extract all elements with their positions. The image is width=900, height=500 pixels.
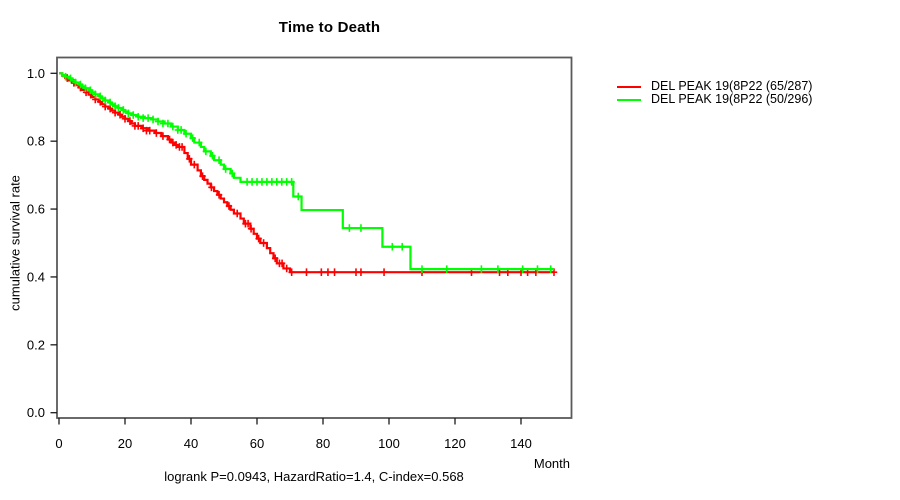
series-0 bbox=[59, 72, 558, 276]
x-axis: 0 20 40 60 80 100 120 140 bbox=[55, 418, 532, 451]
svg-text:40: 40 bbox=[184, 436, 198, 451]
legend-item-red: DEL PEAK 19(8P22 (65/287) bbox=[617, 80, 812, 93]
green-line-swatch bbox=[617, 98, 641, 101]
x-axis-label: Month bbox=[533, 456, 570, 471]
page-title: Time to Death bbox=[278, 19, 381, 36]
svg-text:0.4: 0.4 bbox=[27, 269, 45, 284]
stats-annotation: logrank P=0.0943, HazardRatio=1.4, C-ind… bbox=[164, 469, 464, 484]
plot-box bbox=[56, 56, 573, 419]
svg-text:0.2: 0.2 bbox=[27, 337, 45, 352]
svg-text:0: 0 bbox=[55, 436, 62, 451]
svg-text:0.8: 0.8 bbox=[27, 134, 45, 149]
series-1 bbox=[59, 72, 554, 273]
svg-text:0.6: 0.6 bbox=[27, 202, 45, 217]
survival-curve-1 bbox=[59, 72, 554, 271]
svg-text:140: 140 bbox=[510, 436, 532, 451]
y-axis-label: cumulative survival rate bbox=[7, 175, 23, 311]
svg-text:20: 20 bbox=[118, 436, 132, 451]
legend-label: DEL PEAK 19(8P22 (50/296) bbox=[651, 92, 813, 106]
y-axis: 0.0 0.2 0.4 0.6 0.8 1.0 bbox=[27, 66, 57, 420]
legend-label: DEL PEAK 19(8P22 (65/287) bbox=[651, 79, 813, 93]
legend: DEL PEAK 19(8P22 (65/287) DEL PEAK 19(8P… bbox=[617, 80, 812, 106]
svg-text:80: 80 bbox=[316, 436, 330, 451]
svg-text:120: 120 bbox=[444, 436, 466, 451]
survival-curve-0 bbox=[59, 72, 554, 274]
svg-text:100: 100 bbox=[378, 436, 400, 451]
svg-text:1.0: 1.0 bbox=[27, 66, 45, 81]
svg-text:60: 60 bbox=[250, 436, 264, 451]
svg-text:0.0: 0.0 bbox=[27, 405, 45, 420]
legend-item-green: DEL PEAK 19(8P22 (50/296) bbox=[617, 93, 812, 106]
red-line-swatch bbox=[617, 85, 641, 88]
